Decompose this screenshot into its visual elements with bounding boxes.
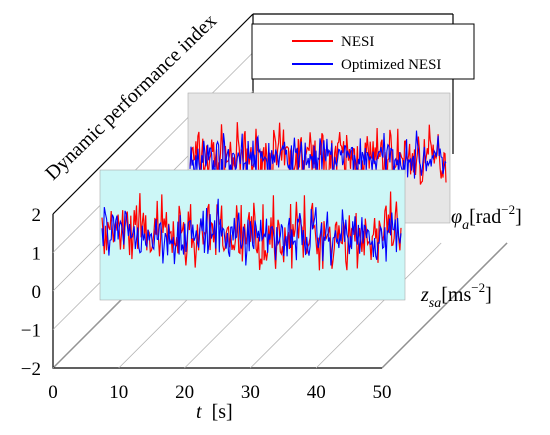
series-line-optimized-nesi xyxy=(189,130,447,186)
legend: NESI Optimized NESI xyxy=(251,23,475,80)
depth-label-phi-close: ] xyxy=(515,206,522,228)
depth-label-zsa-base: z xyxy=(420,284,429,306)
depth-label-phi-unit: [rad xyxy=(469,206,501,228)
depth-label-phi: φa[rad−2] xyxy=(451,202,522,233)
depth-label-zsa: zsa[ms−2] xyxy=(420,280,492,311)
x-axis-symbol: t xyxy=(196,401,202,423)
y-tick-label: −2 xyxy=(21,359,41,380)
depth-label-zsa-unit: [ms xyxy=(441,284,471,306)
depth-label-zsa-exp: −2 xyxy=(471,280,485,295)
depth-label-zsa-sub: sa xyxy=(429,296,441,311)
legend-label-nesi: NESI xyxy=(341,34,374,50)
depth-label-phi-exp: −2 xyxy=(501,202,515,217)
y-tick-label: −1 xyxy=(21,321,41,342)
legend-box xyxy=(251,23,475,80)
x-axis-unit: [s] xyxy=(212,401,233,423)
x-tick-label: 20 xyxy=(175,382,194,403)
depth-label-phi-base: φ xyxy=(451,206,462,228)
series-line-optimized-nesi xyxy=(101,198,402,266)
signal-panels xyxy=(99,92,451,301)
y-tick-label: 2 xyxy=(32,205,42,226)
x-tick-label: 50 xyxy=(373,382,392,403)
x-tick-label: 0 xyxy=(48,382,58,403)
x-axis-label: t [s] xyxy=(196,401,233,423)
depth-label-phi-sub: a xyxy=(462,218,469,233)
x-tick-label: 40 xyxy=(307,382,326,403)
series-line-nesi xyxy=(101,191,402,271)
y-tick-label: 1 xyxy=(32,244,42,265)
wall-grid-line xyxy=(52,52,254,253)
floor-grid-line xyxy=(315,242,442,369)
x-tick-label: 30 xyxy=(241,382,260,403)
floor-grid-line xyxy=(381,242,508,369)
legend-label-optimized: Optimized NESI xyxy=(341,57,441,73)
y-tick-label: 0 xyxy=(32,282,42,303)
depth-label-zsa-close: ] xyxy=(485,284,492,306)
top-left-edge xyxy=(52,13,254,215)
x-tick-label: 10 xyxy=(109,382,128,403)
